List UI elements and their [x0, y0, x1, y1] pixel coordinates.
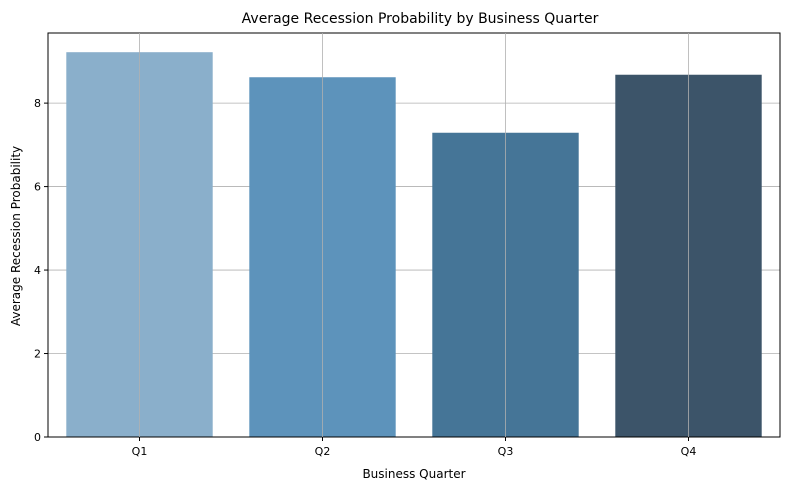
y-tick-label: 4 — [34, 264, 41, 277]
x-tick-label: Q1 — [132, 445, 148, 458]
y-tick-label: 2 — [34, 348, 41, 361]
y-tick-label: 0 — [34, 431, 41, 444]
x-tick-label: Q2 — [315, 445, 331, 458]
chart-title: Average Recession Probability by Busines… — [242, 11, 599, 27]
x-axis-label: Business Quarter — [362, 467, 465, 481]
y-axis-label: Average Recession Probability — [9, 146, 23, 326]
x-tick-label: Q3 — [498, 445, 514, 458]
plot-frame — [47, 32, 781, 438]
x-tick-label: Q4 — [681, 445, 697, 458]
y-tick-label: 8 — [34, 97, 41, 110]
y-tick-label: 6 — [34, 181, 41, 194]
